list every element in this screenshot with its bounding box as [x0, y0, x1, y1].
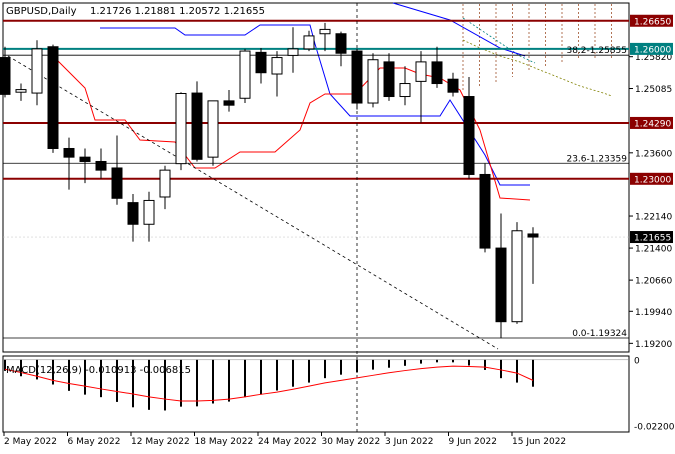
date-axis-label: 18 May 2022 — [195, 437, 254, 447]
candle-bull — [415, 61, 427, 82]
macd-axis-label: 0 — [634, 356, 640, 366]
dashed-trend-line — [7, 55, 499, 350]
price-axis-label: 1.19200 — [635, 340, 672, 350]
level-price-box — [630, 42, 673, 55]
kijun-sen-upper-line — [392, 2, 526, 57]
candle-bear — [447, 78, 459, 93]
level-price-box — [630, 172, 673, 185]
candle-bear — [335, 33, 347, 54]
candle-bull — [239, 50, 251, 99]
senkou-span-line — [462, 17, 536, 64]
level-price-label: 1.24290 — [634, 119, 671, 129]
candle-bull — [31, 48, 43, 94]
macd-label: MACD(12,26,9) -0.010913 -0.006815 — [6, 365, 191, 376]
candle-bull — [143, 199, 155, 225]
fib-level-label: 23.6-1.23359 — [566, 154, 627, 164]
candle-bear — [47, 46, 59, 149]
candle-bear — [495, 247, 507, 323]
price-axis-label: 1.22140 — [635, 213, 672, 223]
tenkan-sen-line — [54, 57, 531, 201]
level-price-label: 1.23000 — [634, 175, 671, 185]
candle-bear — [95, 160, 107, 171]
kijun-sen-line — [100, 24, 530, 186]
date-axis-label: 9 Jun 2022 — [449, 437, 497, 447]
level-price-label: 1.26000 — [634, 45, 671, 55]
candle-bear — [191, 92, 203, 160]
candle-bull — [303, 35, 315, 50]
candle-bear — [479, 173, 491, 249]
price-axis-label: 1.23600 — [635, 149, 672, 159]
level-price-box — [630, 116, 673, 129]
candle-bear — [255, 51, 267, 74]
level-price-box — [630, 14, 673, 27]
candle-bear — [383, 61, 395, 98]
level-price-label: 1.21655 — [634, 234, 671, 244]
date-axis-label: 30 May 2022 — [322, 437, 381, 447]
level-price-box — [630, 231, 673, 244]
senkou-span-line — [462, 39, 613, 97]
chart-frame — [2, 2, 630, 433]
candle-bear — [127, 202, 139, 225]
candle-bull — [15, 89, 27, 93]
header-symbol: GBPUSD,Daily — [6, 6, 77, 17]
price-axis-label: 1.19940 — [635, 308, 672, 318]
candle-bull — [287, 48, 299, 56]
macd-panel — [3, 359, 629, 411]
trend-lines — [7, 3, 499, 432]
candle-bull — [511, 230, 523, 323]
candle-bull — [175, 92, 187, 165]
candle-bear — [79, 156, 91, 162]
candle-bull — [271, 57, 283, 75]
candle-bear — [223, 100, 235, 106]
ichimoku-layer — [54, 2, 613, 201]
horizontal-levels: 38.2-1.25855 23.6-1.23359 0.0-1.19324 — [3, 19, 629, 339]
price-axis-label: 1.25820 — [635, 53, 672, 63]
candle-bull — [207, 100, 219, 158]
date-axis-label: 2 May 2022 — [4, 437, 57, 447]
date-axis-label: 3 Jun 2022 — [385, 437, 433, 447]
candle-bull — [159, 169, 171, 198]
fib-level-label: 0.0-1.19324 — [572, 329, 627, 339]
date-axis-label: 12 May 2022 — [131, 437, 190, 447]
candle-bull — [319, 28, 331, 35]
candle-bear — [351, 50, 363, 104]
date-axis-label: 15 Jun 2022 — [512, 437, 566, 447]
date-axis-label: 6 May 2022 — [68, 437, 121, 447]
axes: 1.25820 1.25085 1.23600 1.22140 1.21400 1.206… — [3, 14, 675, 447]
price-axis-label: 1.25085 — [635, 85, 672, 95]
candle-bear — [527, 233, 539, 238]
candles — [0, 22, 539, 339]
macd-signal-line — [4, 365, 534, 402]
candle-bear — [463, 96, 475, 175]
price-axis-label: 1.20660 — [635, 277, 672, 287]
candle-bull — [399, 83, 411, 98]
candle-bear — [111, 167, 123, 199]
candle-bear — [431, 61, 443, 85]
candle-bull — [367, 59, 379, 104]
header-ohlc: 1.21726 1.21881 1.20572 1.21655 — [90, 6, 265, 17]
price-axis-label: 1.21400 — [635, 245, 672, 255]
date-axis-label: 24 May 2022 — [258, 437, 317, 447]
candle-bear — [63, 147, 75, 158]
level-price-label: 1.26650 — [634, 17, 671, 27]
fib-level-label: 38.2-1.25855 — [566, 46, 627, 56]
candle-bear — [0, 57, 11, 95]
